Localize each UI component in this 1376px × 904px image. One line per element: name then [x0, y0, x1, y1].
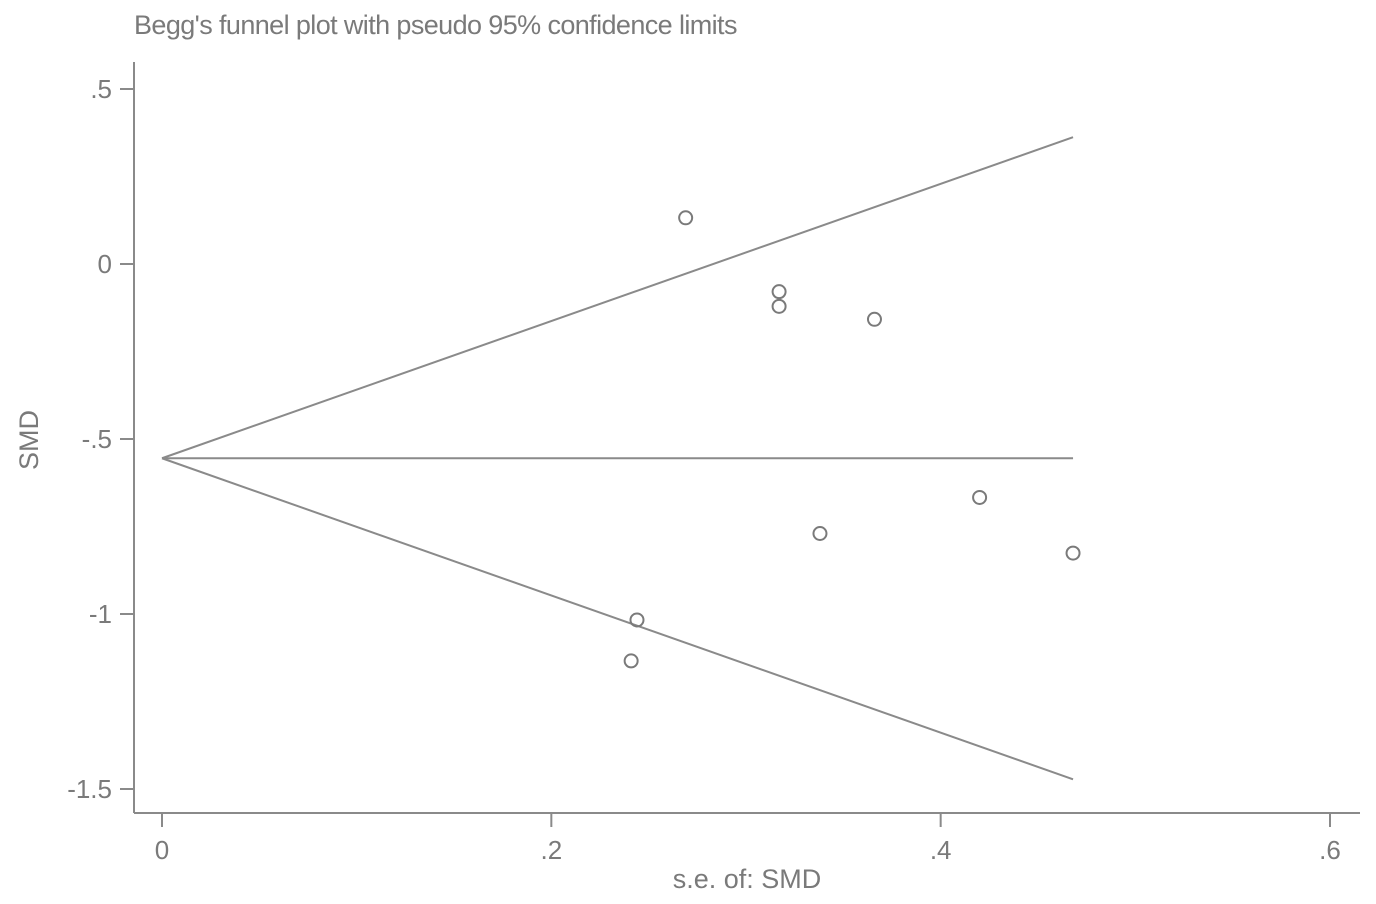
- y-tick-label: -1: [89, 599, 112, 629]
- data-points: [623, 210, 1081, 669]
- data-point: [972, 489, 988, 505]
- data-point: [771, 284, 787, 300]
- data-point: [623, 653, 639, 669]
- x-tick-label: .4: [930, 835, 952, 865]
- y-tick-label: .5: [90, 74, 112, 104]
- x-axis-label: s.e. of: SMD: [673, 864, 822, 894]
- axes: .5 0 -.5 -1 -1.5 0 .2 .4 .6: [67, 62, 1360, 865]
- x-tick-label: .6: [1319, 835, 1341, 865]
- funnel-lines: [161, 136, 1074, 781]
- y-tick-label: -.5: [82, 424, 112, 454]
- y-axis-label: SMD: [14, 410, 44, 470]
- lower-confidence-limit: [161, 457, 1074, 781]
- chart-title: Begg's funnel plot with pseudo 95% confi…: [134, 10, 737, 40]
- upper-confidence-limit: [161, 136, 1074, 460]
- x-tick-label: 0: [155, 835, 169, 865]
- data-point: [812, 526, 828, 541]
- data-point: [629, 612, 645, 628]
- data-point: [771, 298, 787, 314]
- data-point: [678, 210, 694, 226]
- y-tick-label: 0: [98, 249, 112, 279]
- data-point: [866, 311, 882, 327]
- x-tick-label: .2: [540, 835, 562, 865]
- data-point: [1065, 545, 1081, 561]
- y-tick-label: -1.5: [67, 774, 112, 804]
